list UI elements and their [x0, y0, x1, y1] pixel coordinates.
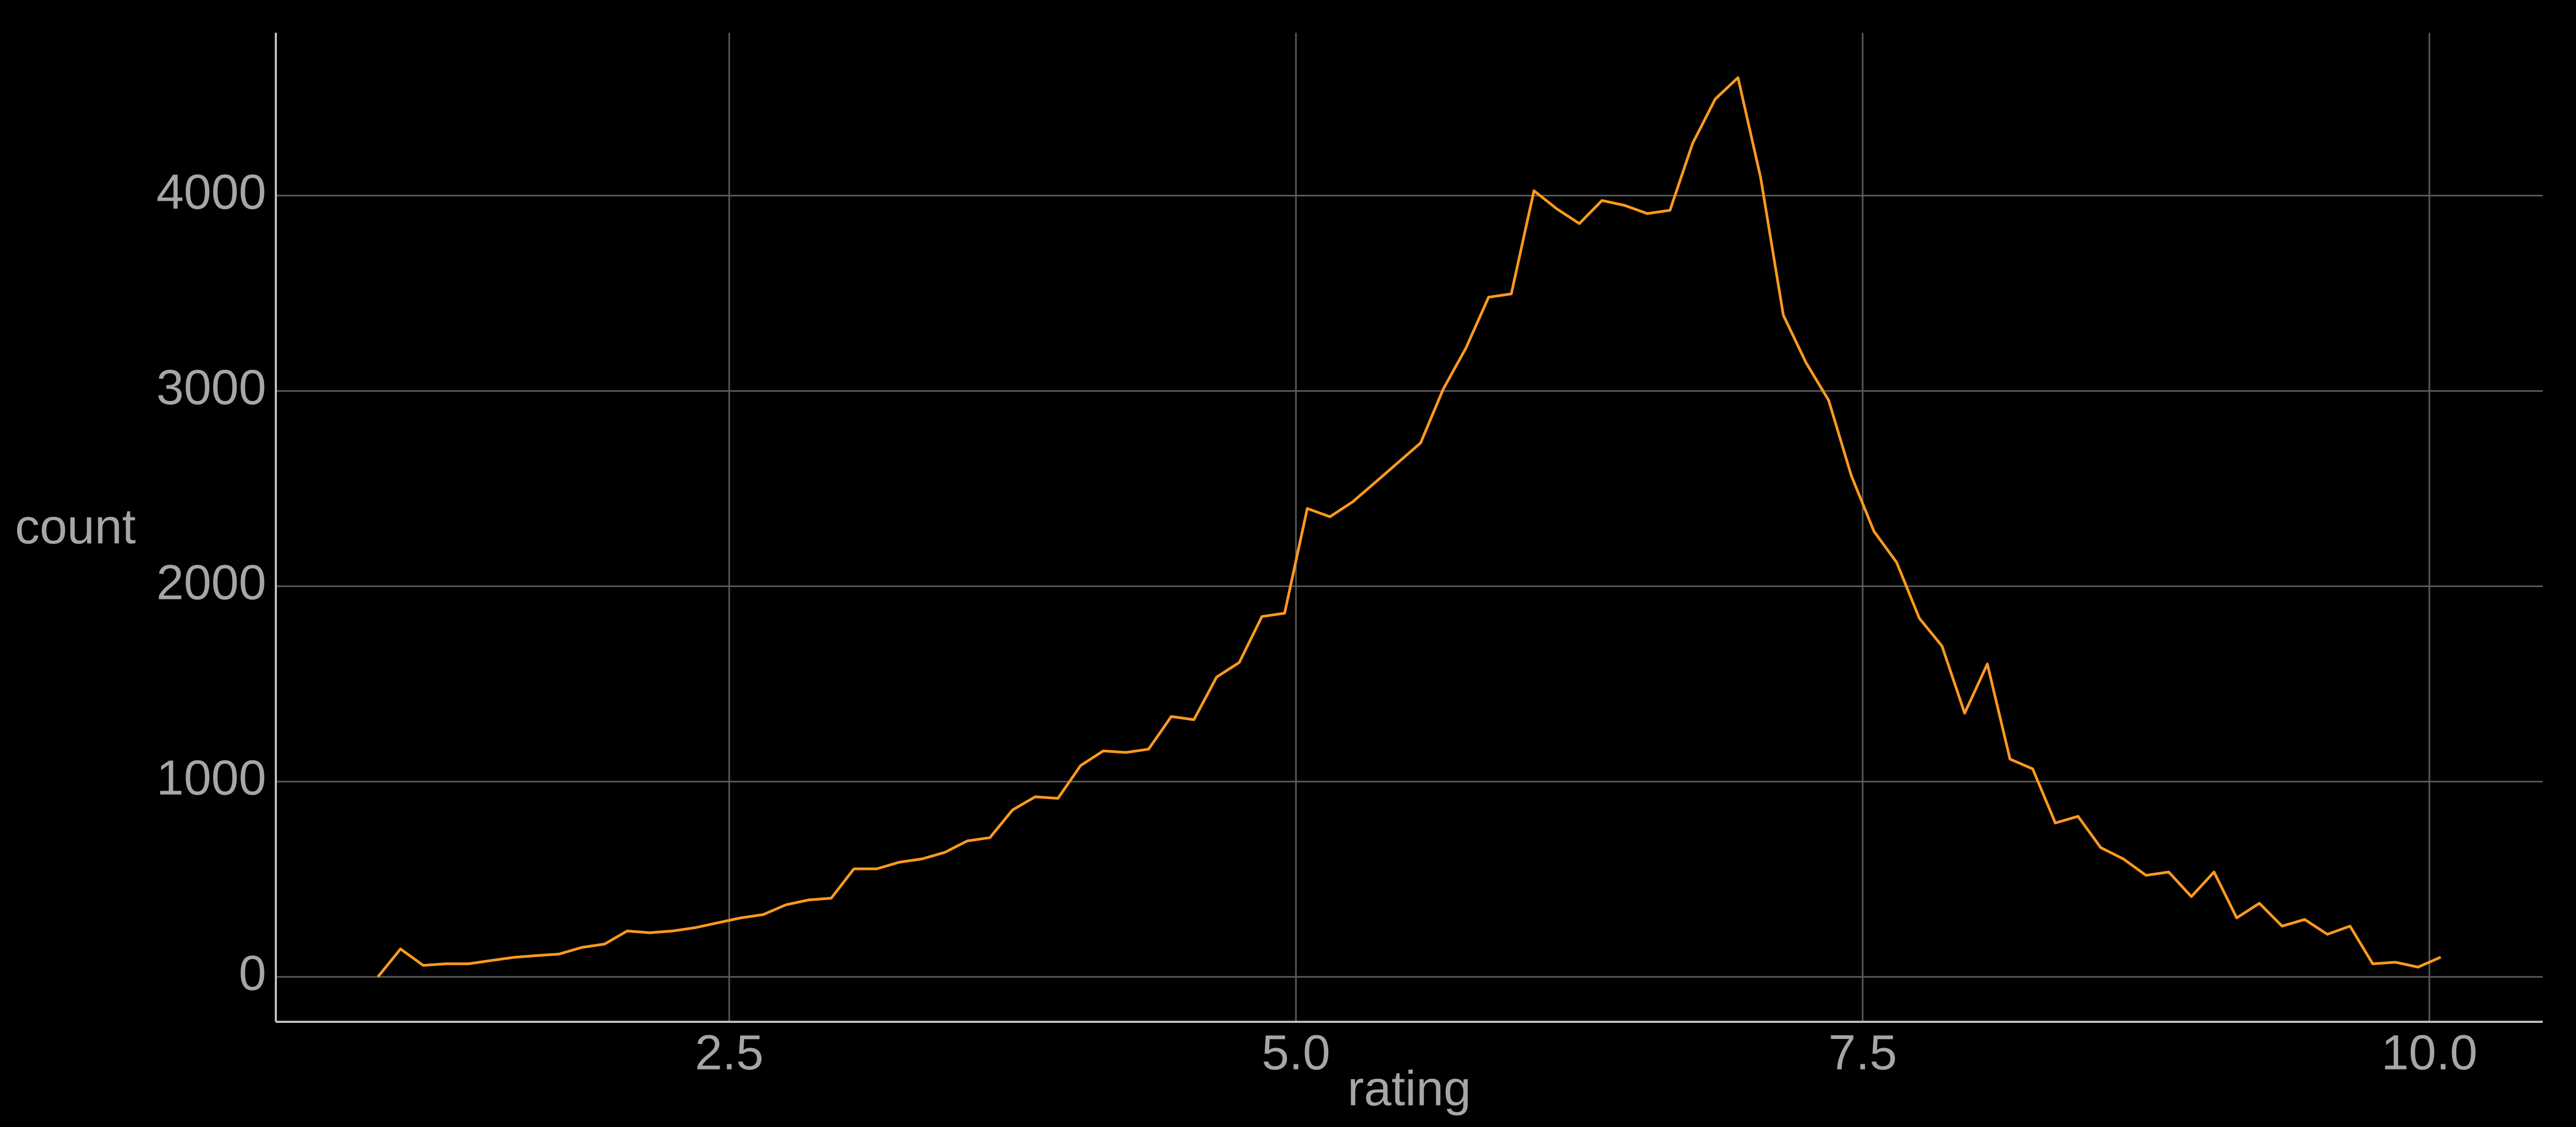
x-tick-label: 7.5	[1828, 1025, 1897, 1080]
x-tick-label: 10.0	[2381, 1025, 2477, 1080]
y-tick-label: 4000	[156, 165, 266, 219]
y-tick-label: 1000	[156, 751, 266, 806]
y-tick-label: 2000	[156, 555, 266, 610]
data-line	[377, 76, 2441, 978]
x-axis-title: rating	[1348, 1061, 1471, 1116]
x-tick-label: 5.0	[1262, 1025, 1330, 1080]
y-axis-title: count	[15, 499, 136, 554]
y-tick-label: 0	[239, 946, 266, 1001]
y-tick-label: 3000	[156, 360, 266, 415]
x-tick-label: 2.5	[695, 1025, 764, 1080]
